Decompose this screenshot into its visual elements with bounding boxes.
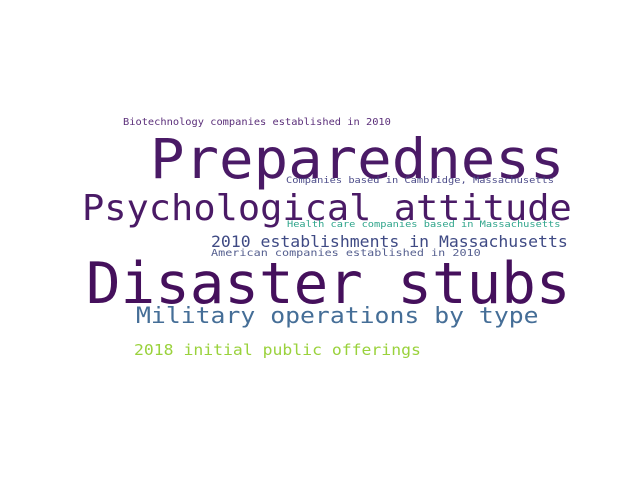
word-military-operations: Military operations by type [136, 304, 539, 329]
word-2018-ipos: 2018 initial public offerings [134, 341, 421, 359]
word-health-care-companies: Health care companies based in Massachus… [287, 220, 561, 230]
word-biotechnology-companies: Biotechnology companies established in 2… [123, 117, 391, 128]
word-american-companies-2010: American companies established in 2010 [211, 248, 481, 259]
word-preparedness: Preparedness [150, 127, 565, 191]
word-companies-cambridge: Companies based in Cambridge, Massachuse… [286, 176, 554, 186]
word-disaster-stubs: Disaster stubs [86, 251, 571, 317]
word-psychological-attitude: Psychological attitude [82, 188, 572, 229]
word-2010-establishments: 2010 establishments in Massachusetts [211, 232, 568, 251]
